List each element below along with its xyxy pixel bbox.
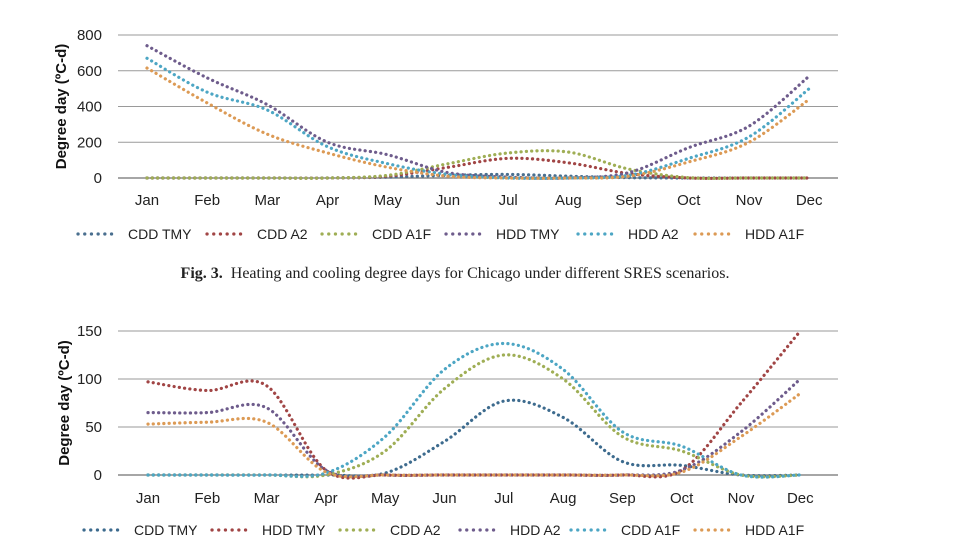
chart-2: 0 50 100 150 Jan Feb Mar Apr May Jun Jul Aug Sep Oct N…: [56, 323, 838, 538]
series-line-cdd-a1f: [146, 341, 802, 479]
x-tick-label: Feb: [194, 192, 220, 209]
y-tick-label: 400: [77, 99, 102, 116]
legend-label-hdd-a1f: HDD A1F: [745, 522, 804, 538]
y-tick-label: 150: [77, 323, 102, 340]
y-axis-label: Degree day (ºC-d): [53, 44, 70, 170]
y-tick-label: 200: [77, 134, 102, 151]
legend-label-cdd-a2: CDD A2: [257, 226, 308, 242]
x-tick-label: Jun: [436, 192, 460, 209]
x-tick-label: Mar: [254, 192, 280, 209]
legend-label-hdd-a2: HDD A2: [628, 226, 679, 242]
x-tick-label: Aug: [550, 490, 577, 507]
y-tick-label: 600: [77, 63, 102, 80]
y-tick-label: 0: [94, 170, 102, 187]
x-tick-label: May: [374, 192, 403, 209]
x-tick-label: Apr: [314, 490, 337, 507]
x-tick-label: Jan: [136, 490, 160, 507]
x-tick-label: Dec: [796, 192, 823, 209]
series-group: [145, 44, 811, 180]
legend: CDD TMY CDD A2 CDD A1F HDD TMY HDD A2 HDD A1F: [76, 226, 804, 242]
y-tick-label: 50: [85, 419, 102, 436]
y-tick-label: 0: [94, 467, 102, 484]
legend-label-cdd-a1f: CDD A1F: [372, 226, 431, 242]
y-tick-label: 100: [77, 371, 102, 388]
series-line-hdd-a1f: [145, 66, 811, 180]
series-line-cdd-a2: [146, 353, 802, 479]
legend-label-hdd-tmy: HDD TMY: [496, 226, 560, 242]
figure-caption: Fig. 3. Heating and cooling degree days …: [0, 265, 910, 283]
x-tick-label: Apr: [316, 192, 339, 209]
gridlines: [118, 330, 838, 476]
series-line-cdd-a1f: [145, 149, 811, 180]
x-tick-label: Jan: [135, 192, 159, 209]
x-tick-label: Feb: [194, 490, 220, 507]
x-tick-label: Aug: [555, 192, 582, 209]
caption-label: Fig. 3.: [180, 265, 223, 282]
series-line-hdd-tmy: [145, 44, 811, 180]
caption-text: Heating and cooling degree days for Chic…: [230, 265, 730, 282]
x-tick-label: Jul: [499, 192, 518, 209]
legend-label-hdd-a2: HDD A2: [510, 522, 561, 538]
legend: CDD TMY HDD TMY CDD A2 HDD A2 CDD A1F HDD A1F: [82, 522, 804, 538]
x-tick-label: Sep: [615, 192, 642, 209]
y-axis-label: Degree day (ºC-d): [56, 340, 73, 466]
x-tick-label: Oct: [670, 490, 694, 507]
x-tick-label: Sep: [609, 490, 636, 507]
series-line-hdd-a2: [145, 56, 811, 180]
series-line-hdd-a2: [146, 377, 802, 479]
legend-label-hdd-tmy: HDD TMY: [262, 522, 326, 538]
legend-label-cdd-a1f: CDD A1F: [621, 522, 680, 538]
x-tick-label: May: [371, 490, 400, 507]
x-tick-label: Nov: [728, 490, 755, 507]
legend-label-hdd-a1f: HDD A1F: [745, 226, 804, 242]
x-tick-label: Dec: [787, 490, 814, 507]
legend-label-cdd-a2: CDD A2: [390, 522, 441, 538]
x-tick-label: Mar: [254, 490, 280, 507]
legend-label-cdd-tmy: CDD TMY: [134, 522, 198, 538]
x-tick-label: Oct: [677, 192, 701, 209]
series-group: [146, 329, 802, 480]
chart-1: 0 200 400 600 800 Jan Feb Mar Apr May Jun Jul Aug Sep…: [53, 27, 838, 242]
series-line-hdd-a1f: [146, 391, 802, 479]
y-tick-label: 800: [77, 27, 102, 44]
x-tick-label: Nov: [736, 192, 763, 209]
legend-label-cdd-tmy: CDD TMY: [128, 226, 192, 242]
x-tick-label: Jul: [494, 490, 513, 507]
series-line-cdd-tmy: [146, 398, 802, 478]
x-tick-label: Jun: [432, 490, 456, 507]
